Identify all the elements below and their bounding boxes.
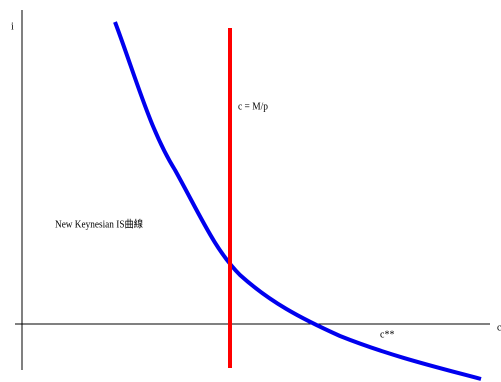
equilibrium-label: c** [380, 329, 394, 340]
money-line-label: c = M/p [238, 101, 268, 112]
is-curve [113, 21, 482, 381]
y-axis-label: i [11, 21, 14, 32]
x-axis-label: c [497, 322, 501, 333]
is-curve-label: New Keynesian IS曲線 [55, 217, 143, 230]
